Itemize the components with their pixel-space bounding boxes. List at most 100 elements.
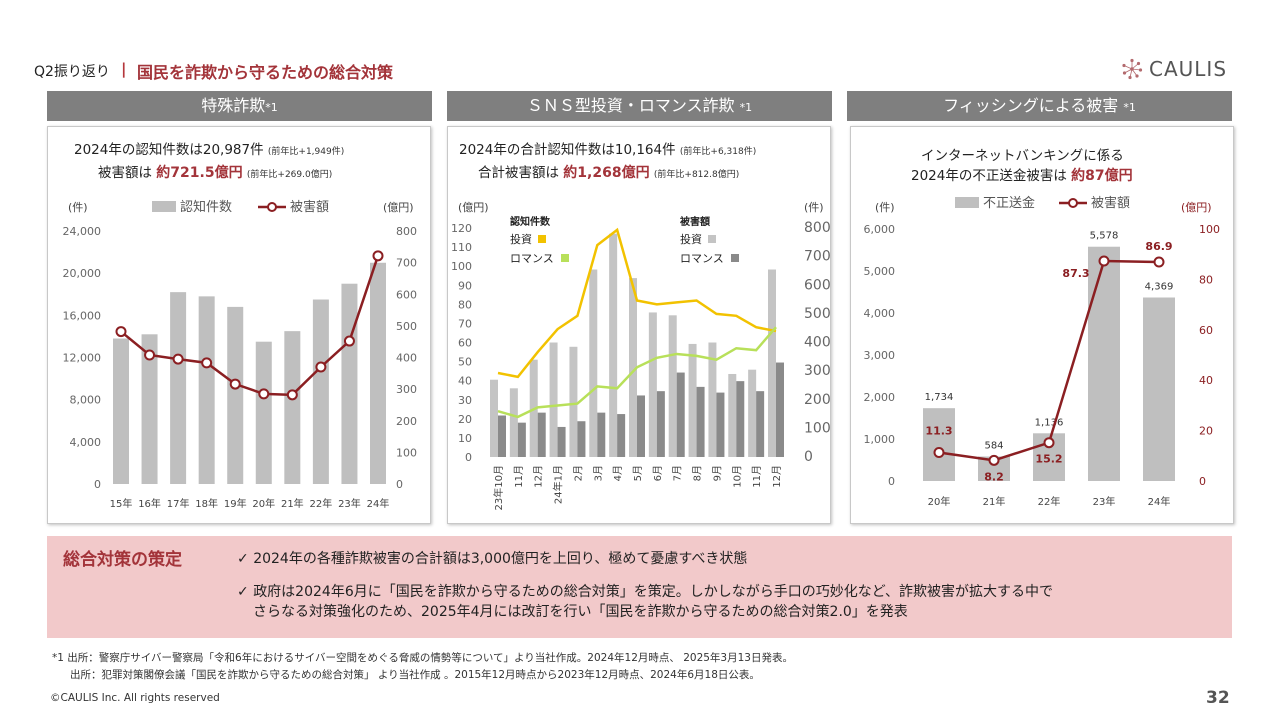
x-tick: 10月	[731, 465, 743, 488]
bar-investment-damage	[688, 343, 697, 457]
bar-investment-damage	[728, 373, 737, 457]
y-tick-left: 0	[94, 478, 101, 491]
check-icon: ✓	[237, 551, 249, 567]
line-data-label: 11.3	[925, 425, 952, 438]
bullet-text: 2024年の各種詐欺被害の合計額は3,000億円を上回り、極めて憂慮すべき状態	[253, 551, 748, 567]
summary-line-damage: 被害額は 約721.5億円 (前年比+269.0億円)	[98, 161, 332, 182]
x-tick: 5月	[632, 465, 644, 481]
y-tick-left: 12,000	[63, 352, 102, 365]
legend-label-romance: ロマンス	[680, 252, 724, 265]
summary-line-1: インターネットバンキングに係る	[921, 144, 1124, 164]
x-tick: 11月	[751, 465, 763, 488]
legend-label-damage: 被害額	[290, 199, 329, 215]
bar-investment-damage	[708, 342, 717, 457]
x-tick: 23年10月	[492, 465, 505, 510]
bar-romance-damage	[637, 395, 645, 457]
legend-group-count: 認知件数	[510, 215, 551, 228]
panel-title: 特殊詐欺	[201, 96, 266, 115]
damage-point	[933, 447, 945, 459]
panel-special-fraud: 2024年の認知件数は20,987件 (前年比+1,949件) 被害額は 約72…	[47, 126, 431, 524]
bar-data-label: 4,369	[1145, 282, 1174, 293]
line-data-label: 86.9	[1145, 240, 1172, 253]
y-tick-left: 3,000	[864, 349, 896, 362]
footnote-1: *1 出所：警察庁サイバー警察局「令和6年におけるサイバー空間をめぐる脅威の情勢…	[52, 652, 793, 664]
legend-group-damage: 被害額	[680, 215, 710, 228]
x-tick: 24年1月	[552, 465, 565, 504]
y-tick-right: 400	[804, 335, 831, 351]
x-tick: 22年	[310, 497, 333, 510]
y-tick-right: 500	[396, 320, 417, 333]
x-tick: 23年	[1093, 495, 1116, 508]
bar-romance-damage	[676, 372, 685, 457]
bar-romance-damage	[756, 391, 765, 457]
legend-label-damage: 被害額	[1091, 195, 1130, 211]
damage-point	[115, 326, 127, 338]
damage-point	[229, 378, 241, 390]
investment-count-line	[497, 227, 777, 379]
right-axis-unit: (億円)	[1181, 201, 1212, 214]
x-tick: 12月	[771, 465, 783, 488]
special-fraud-chart: 0 4,000 8,000 12,000 16,000 20,000 24,000 0 100 2…	[63, 199, 418, 510]
y-tick-right: 300	[396, 383, 417, 396]
damage-point	[172, 353, 184, 365]
legend-swatch-count	[152, 201, 176, 212]
y-tick-left: 70	[458, 317, 472, 330]
x-tick: 15年	[110, 497, 133, 510]
y-tick-right: 0	[804, 449, 813, 465]
x-tick: 23年	[338, 497, 361, 510]
bar-investment-damage	[549, 342, 558, 457]
bar-romance-damage	[736, 381, 745, 457]
conclusion-title: 総合対策の策定	[63, 550, 182, 570]
y-tick-left: 90	[458, 279, 472, 292]
bar-romance-damage	[537, 412, 546, 457]
y-tick-left: 2,000	[864, 391, 896, 404]
y-tick-left: 110	[451, 241, 472, 254]
x-tick: 12月	[533, 465, 545, 488]
y-tick-left: 120	[451, 222, 472, 235]
y-tick-left: 80	[458, 298, 472, 311]
section-label: Q2振り返り	[34, 64, 110, 80]
legend-label-romance: ロマンス	[510, 252, 554, 265]
company-logo: CAULIS	[1121, 57, 1227, 81]
damage-point	[1098, 255, 1110, 267]
x-tick: 9月	[711, 465, 723, 481]
y-tick-left: 50	[458, 356, 472, 369]
logo-text: CAULIS	[1149, 57, 1228, 81]
summary-note: (前年比+812.8億円)	[653, 170, 740, 180]
x-tick: 7月	[672, 465, 684, 481]
legend-label-count: 認知件数	[180, 199, 232, 215]
x-tick: 21年	[281, 497, 304, 510]
bar-investment-damage	[509, 388, 518, 457]
sns-fraud-chart: 0 10 20 30 40 50 60 70 80 90 100 110 120 0 100 200 300 40…	[451, 201, 831, 510]
y-tick-left: 4,000	[864, 307, 896, 320]
y-tick-left: 8,000	[70, 394, 102, 407]
bullet-text-continued: さらなる対策強化のため、2025年4月には改訂を行い「国民を詐欺から守るための総…	[253, 604, 908, 620]
summary-line-count: 2024年の合計認知件数は10,164件 (前年比+6,318件)	[459, 138, 756, 158]
y-tick-right: 100	[396, 446, 417, 459]
bar-transfer-count	[1088, 246, 1120, 481]
left-axis-unit: (件)	[68, 201, 88, 214]
bullet-text: 政府は2024年6月に「国民を詐欺から守るための総合対策」を策定。しかしながら手…	[253, 584, 1054, 600]
y-tick-left: 5,000	[864, 265, 896, 278]
page-number: 32	[1206, 688, 1230, 708]
y-tick-right: 400	[396, 352, 417, 365]
summary-text: 合計被害額は	[478, 165, 564, 181]
y-tick-left: 0	[465, 451, 472, 464]
y-tick-right: 800	[804, 220, 831, 236]
damage-point	[201, 357, 213, 369]
y-tick-right: 200	[804, 392, 831, 408]
bar-data-label: 1,136	[1035, 417, 1064, 428]
right-axis-unit: (件)	[804, 201, 824, 214]
bar-investment-damage	[648, 312, 657, 457]
conclusion-bullet-2: ✓ 政府は2024年6月に「国民を詐欺から守るための総合対策」を策定。しかしなが…	[237, 582, 1053, 622]
y-tick-left: 24,000	[63, 225, 102, 238]
damage-point	[372, 250, 384, 262]
bar-data-label: 584	[984, 440, 1003, 451]
y-tick-right: 700	[804, 249, 831, 265]
bar-investment-damage	[748, 369, 757, 457]
y-tick-left: 6,000	[864, 223, 896, 236]
x-tick: 8月	[692, 465, 704, 481]
panel-footnote-ref: *1	[1123, 101, 1136, 114]
panel-footnote-ref: *1	[739, 101, 753, 114]
summary-note: (前年比+1,949件)	[267, 147, 345, 157]
